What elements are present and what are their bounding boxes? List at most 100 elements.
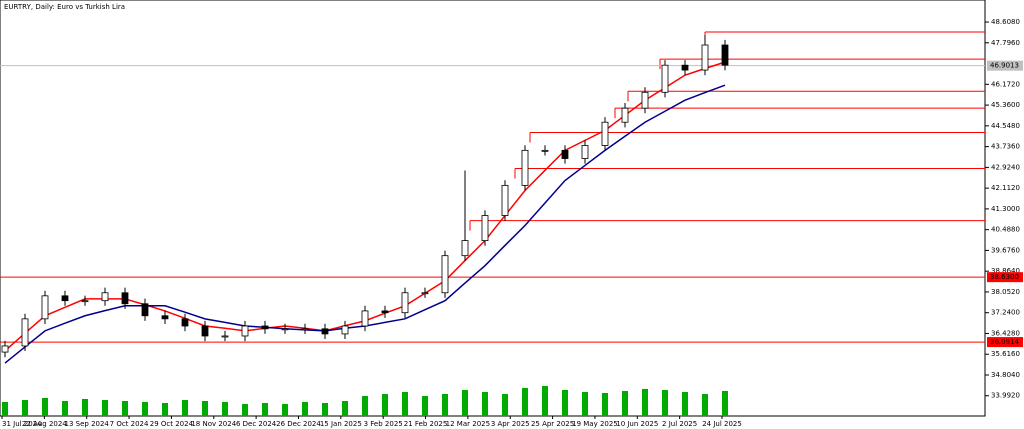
volume-bar: [42, 398, 48, 416]
volume-bar: [682, 392, 688, 416]
candle-body: [181, 318, 189, 327]
x-tick-label: 12 Mar 2025: [446, 420, 490, 428]
x-tick-label: 7 Oct 2024: [110, 420, 149, 428]
candle-body: [381, 310, 389, 314]
x-tick-label: 31 Jul 2024: [2, 420, 42, 428]
x-tick-label: 6 Dec 2024: [236, 420, 277, 428]
volume-bar: [642, 389, 648, 416]
volume-bar: [722, 391, 728, 416]
y-tick-label: 41.3000: [991, 205, 1020, 213]
volume-bar: [622, 391, 628, 416]
volume-bar: [242, 404, 248, 416]
candle-body: [461, 240, 469, 257]
candle-body: [161, 315, 169, 320]
volume-bar: [182, 400, 188, 416]
candle-body: [121, 292, 129, 305]
candle-body: [421, 292, 429, 295]
volume-bar: [322, 403, 328, 416]
x-tick-label: 3 Feb 2025: [364, 420, 403, 428]
volume-bar: [582, 392, 588, 416]
x-tick-label: 21 Feb 2025: [404, 420, 448, 428]
candle-body: [221, 335, 229, 338]
volume-bar: [342, 401, 348, 416]
candle-body: [561, 149, 569, 159]
y-tick-label: 47.7960: [991, 39, 1020, 47]
volume-bar: [402, 392, 408, 416]
y-tick-label: 48.6080: [991, 18, 1020, 26]
candle-body: [641, 91, 649, 109]
candle-body: [201, 325, 209, 337]
candle-body: [61, 295, 69, 302]
y-tick-label: 39.6760: [991, 246, 1020, 254]
y-tick-label: 34.8040: [991, 371, 1020, 379]
candle-body: [341, 325, 349, 335]
candle-body: [441, 255, 449, 294]
x-tick-label: 26 Dec 2024: [276, 420, 321, 428]
candle-body: [541, 149, 549, 152]
x-tick-label: 2 Jul 2025: [662, 420, 697, 428]
level-label: 38.6300: [990, 273, 1019, 281]
y-tick-label: 33.9920: [991, 392, 1020, 400]
candle-body: [721, 44, 729, 66]
chart-title: EURTRY, Daily: Euro vs Turkish Lira: [4, 3, 125, 11]
volume-bar: [282, 404, 288, 416]
volume-bar: [262, 403, 268, 416]
y-tick-label: 37.2400: [991, 309, 1020, 317]
volume-bar: [422, 396, 428, 416]
volume-bar: [562, 390, 568, 416]
level-box: [987, 337, 1023, 348]
volume-bar: [502, 394, 508, 416]
candle-body: [21, 318, 29, 347]
x-tick-label: 18 Nov 2024: [191, 420, 236, 428]
volume-bar: [522, 388, 528, 416]
candle-body: [501, 184, 509, 216]
y-tick-label: 46.1720: [991, 80, 1020, 88]
volume-bar: [2, 402, 8, 416]
volume-bar: [142, 402, 148, 416]
x-tick-label: 29 Oct 2024: [150, 420, 194, 428]
candle-body: [281, 328, 289, 331]
candle-body: [581, 145, 589, 159]
x-tick-label: 22 Aug 2024: [22, 420, 67, 428]
volume-bar: [702, 394, 708, 416]
volume-bar: [462, 390, 468, 416]
candle-body: [401, 292, 409, 314]
x-tick-label: 15 Jan 2025: [320, 420, 362, 428]
volume-bar: [382, 394, 388, 416]
x-tick-label: 25 Apr 2025: [531, 420, 574, 428]
volume-bar: [82, 399, 88, 416]
candle-body: [661, 64, 669, 93]
y-tick-label: 35.6160: [991, 350, 1020, 358]
volume-bar: [302, 402, 308, 416]
candle-body: [521, 149, 529, 186]
y-tick-label: 44.5480: [991, 122, 1020, 130]
volume-bar: [482, 392, 488, 416]
y-tick-label: 42.1120: [991, 184, 1020, 192]
candle-body: [301, 328, 309, 331]
level-box: [987, 272, 1023, 283]
candle-body: [481, 215, 489, 241]
plot-frame: [0, 0, 986, 417]
volume-bar: [362, 396, 368, 416]
level-label: 36.0914: [990, 338, 1019, 346]
price-box: [987, 60, 1023, 71]
candle-body: [621, 107, 629, 123]
y-tick-label: 40.4880: [991, 226, 1020, 234]
volume-bar: [102, 400, 108, 416]
y-tick-label: 42.9240: [991, 163, 1020, 171]
x-tick-label: 3 Apr 2025: [491, 420, 530, 428]
x-tick-label: 10 Jun 2025: [616, 420, 658, 428]
volume-bar: [222, 402, 228, 416]
y-tick-label: 36.4280: [991, 329, 1020, 337]
candle-body: [41, 295, 49, 320]
volume-bar: [602, 393, 608, 416]
volume-bar: [662, 390, 668, 416]
y-tick-label: 38.8640: [991, 267, 1020, 275]
volume-bar: [122, 401, 128, 416]
x-tick-label: 24 Jul 2025: [702, 420, 742, 428]
x-tick-label: 13 Sep 2024: [65, 420, 110, 428]
volume-bar: [162, 403, 168, 416]
candle-body: [321, 328, 329, 335]
x-tick-label: 19 May 2025: [572, 420, 618, 428]
